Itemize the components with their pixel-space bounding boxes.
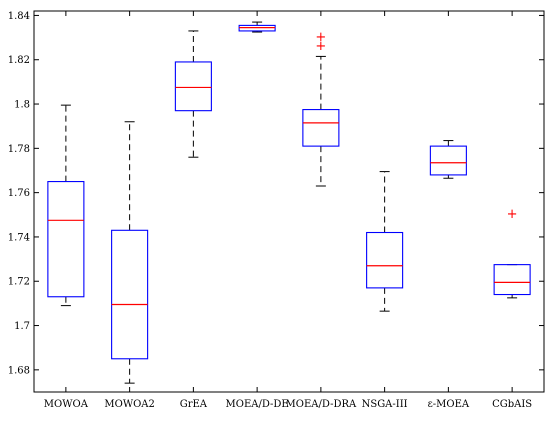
y-tick-label: 1.76 <box>8 188 30 199</box>
x-tick-label: MOEA/D-DE <box>226 399 289 410</box>
x-tick-label: MOEA/D-DRA <box>286 399 357 410</box>
box-2 <box>174 61 212 112</box>
plot-area: 1.68 1.7 1.72 1.74 1.76 1.78 1.8 1.82 1.84 MOWOA M… <box>8 10 545 410</box>
x-tick-label: MOWOA <box>44 399 89 410</box>
box-4 <box>302 109 340 147</box>
y-tick-label: 1.84 <box>8 11 30 22</box>
x-tick-label: ε-MOEA <box>428 399 470 410</box>
x-tick-label: GrEA <box>180 399 208 410</box>
y-tick-label: 1.8 <box>14 100 30 111</box>
outlier-marker: + <box>507 207 518 222</box>
x-tick-label: MOWOA2 <box>104 399 155 410</box>
box-7 <box>493 264 531 296</box>
y-tick-label: 1.7 <box>14 321 30 332</box>
outlier-marker: + <box>315 30 326 45</box>
y-tick-label: 1.72 <box>8 277 30 288</box>
y-tick-label: 1.82 <box>8 55 30 66</box>
x-tick-label: CGbAIS <box>492 399 532 410</box>
plot-frame <box>33 10 545 393</box>
outlier-marker: + <box>315 39 326 54</box>
box-0 <box>47 181 85 298</box>
y-tick-label: 1.74 <box>8 232 30 243</box>
y-tick-label: 1.78 <box>8 144 30 155</box>
box-1 <box>111 229 149 360</box>
x-tick-label: NSGA-III <box>362 399 408 410</box>
box-5 <box>366 231 404 289</box>
box-6 <box>429 145 467 176</box>
y-tick-label: 1.68 <box>8 365 30 376</box>
